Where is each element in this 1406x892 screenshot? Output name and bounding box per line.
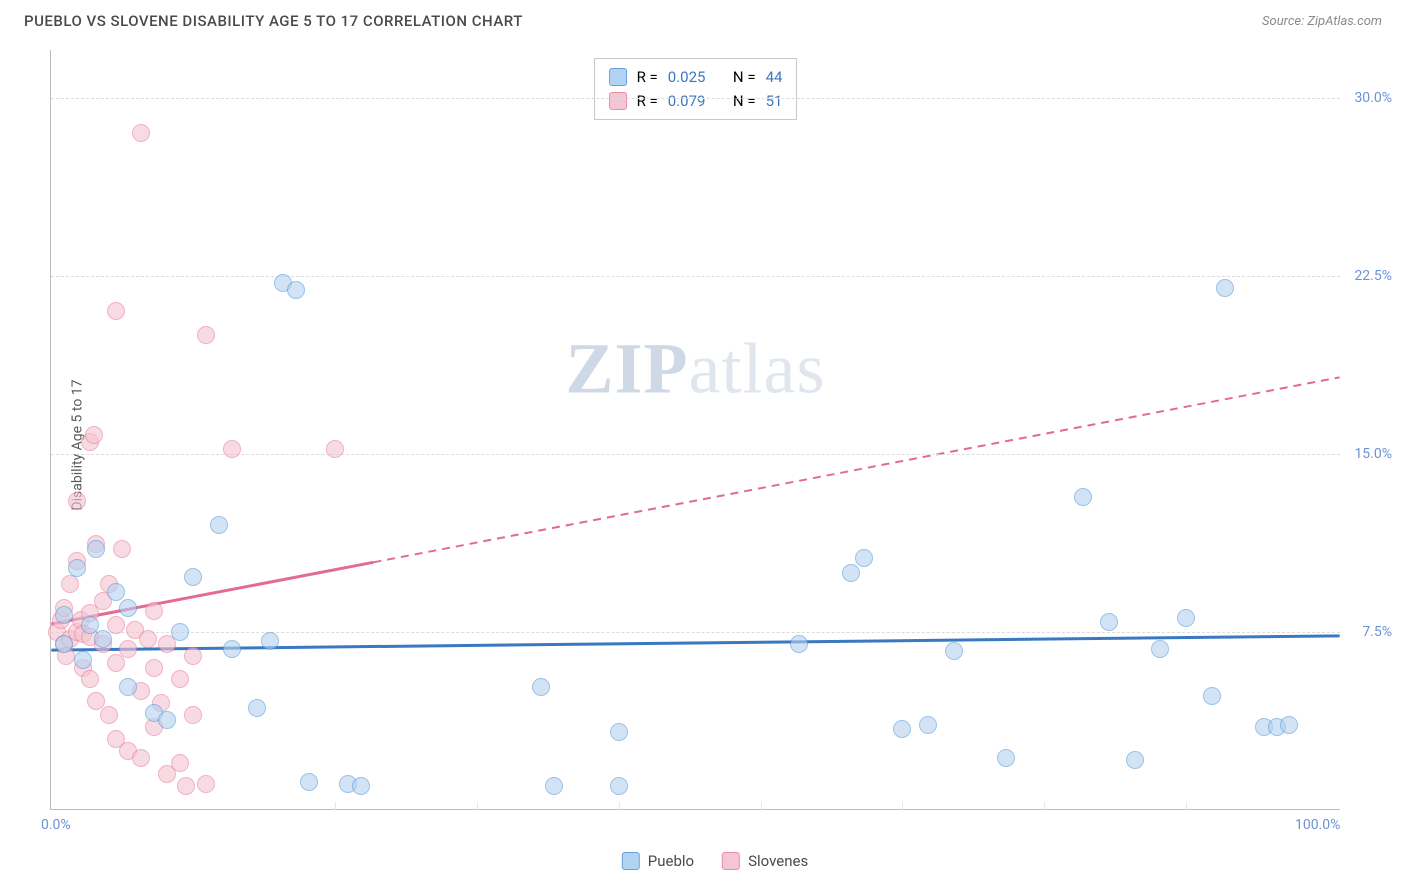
trend-lines [51,50,1340,809]
swatch-slovenes-icon [722,852,740,870]
x-minor-tick [902,802,903,810]
data-point-pueblo[interactable] [223,640,241,658]
data-point-pueblo[interactable] [55,606,73,624]
data-point-slovenes[interactable] [85,426,103,444]
data-point-pueblo[interactable] [855,549,873,567]
gridline-h [51,454,1340,455]
r-value-pueblo[interactable]: 0.025 [668,65,706,89]
data-point-pueblo[interactable] [94,630,112,648]
data-point-slovenes[interactable] [113,540,131,558]
data-point-pueblo[interactable] [248,699,266,717]
data-point-pueblo[interactable] [1216,279,1234,297]
data-point-pueblo[interactable] [107,583,125,601]
data-point-slovenes[interactable] [132,124,150,142]
data-point-pueblo[interactable] [352,777,370,795]
data-point-slovenes[interactable] [68,492,86,510]
chart-container: Disability Age 5 to 17 ZIPatlas R = 0.02… [50,50,1380,840]
data-point-pueblo[interactable] [945,642,963,660]
data-point-pueblo[interactable] [842,564,860,582]
y-tick-label: 30.0% [1354,90,1392,106]
y-tick-label: 22.5% [1354,268,1392,284]
x-tick-label: 100.0% [1295,817,1340,833]
data-point-pueblo[interactable] [287,281,305,299]
gridline-h [51,98,1340,99]
y-tick-label: 7.5% [1362,624,1392,640]
data-point-pueblo[interactable] [919,716,937,734]
data-point-slovenes[interactable] [132,749,150,767]
y-tick-label: 15.0% [1354,446,1392,462]
x-minor-tick [1044,802,1045,810]
data-point-pueblo[interactable] [1280,716,1298,734]
swatch-pueblo [609,68,627,86]
watermark: ZIPatlas [566,327,826,410]
data-point-slovenes[interactable] [81,670,99,688]
data-point-pueblo[interactable] [1151,640,1169,658]
x-minor-tick [477,802,478,810]
data-point-pueblo[interactable] [74,651,92,669]
chart-title: PUEBLO VS SLOVENE DISABILITY AGE 5 TO 17… [24,12,523,30]
data-point-pueblo[interactable] [532,678,550,696]
data-point-slovenes[interactable] [145,602,163,620]
x-minor-tick [761,802,762,810]
stats-row-pueblo: R = 0.025 N = 44 [609,65,783,89]
data-point-pueblo[interactable] [55,635,73,653]
data-point-pueblo[interactable] [87,540,105,558]
r-value-slovenes[interactable]: 0.079 [668,89,706,113]
data-point-pueblo[interactable] [1100,613,1118,631]
data-point-slovenes[interactable] [107,616,125,634]
data-point-slovenes[interactable] [107,302,125,320]
gridline-h [51,632,1340,633]
data-point-slovenes[interactable] [177,777,195,795]
data-point-slovenes[interactable] [139,630,157,648]
data-point-pueblo[interactable] [893,720,911,738]
data-point-slovenes[interactable] [171,670,189,688]
n-value-slovenes[interactable]: 51 [766,89,783,113]
x-minor-tick [1186,802,1187,810]
data-point-slovenes[interactable] [326,440,344,458]
data-point-pueblo[interactable] [610,777,628,795]
data-point-pueblo[interactable] [610,723,628,741]
data-point-pueblo[interactable] [1203,687,1221,705]
data-point-pueblo[interactable] [1126,751,1144,769]
data-point-pueblo[interactable] [210,516,228,534]
data-point-slovenes[interactable] [171,754,189,772]
legend-item-slovenes[interactable]: Slovenes [722,852,808,870]
data-point-slovenes[interactable] [145,659,163,677]
data-point-pueblo[interactable] [1177,609,1195,627]
data-point-pueblo[interactable] [997,749,1015,767]
data-point-pueblo[interactable] [171,623,189,641]
data-point-pueblo[interactable] [158,711,176,729]
n-value-pueblo[interactable]: 44 [766,65,783,89]
swatch-slovenes [609,92,627,110]
data-point-pueblo[interactable] [300,773,318,791]
legend: Pueblo Slovenes [622,852,808,870]
data-point-pueblo[interactable] [1074,488,1092,506]
data-point-slovenes[interactable] [107,654,125,672]
data-point-slovenes[interactable] [184,706,202,724]
data-point-pueblo[interactable] [119,678,137,696]
data-point-pueblo[interactable] [68,559,86,577]
data-point-slovenes[interactable] [61,575,79,593]
x-tick-label: 0.0% [41,817,71,833]
gridline-h [51,276,1340,277]
data-point-pueblo[interactable] [790,635,808,653]
swatch-pueblo-icon [622,852,640,870]
scatter-plot-area: ZIPatlas R = 0.025 N = 44 R = 0.079 N = … [50,50,1340,810]
stats-row-slovenes: R = 0.079 N = 51 [609,89,783,113]
data-point-pueblo[interactable] [119,599,137,617]
data-point-slovenes[interactable] [223,440,241,458]
data-point-slovenes[interactable] [119,640,137,658]
data-point-pueblo[interactable] [545,777,563,795]
correlation-stats-box: R = 0.025 N = 44 R = 0.079 N = 51 [594,58,798,120]
data-point-slovenes[interactable] [197,775,215,793]
source-attribution: Source: ZipAtlas.com [1262,14,1382,29]
legend-item-pueblo[interactable]: Pueblo [622,852,694,870]
data-point-slovenes[interactable] [197,326,215,344]
x-minor-tick [619,802,620,810]
data-point-pueblo[interactable] [261,632,279,650]
x-minor-tick [335,802,336,810]
data-point-pueblo[interactable] [184,568,202,586]
data-point-slovenes[interactable] [184,647,202,665]
data-point-slovenes[interactable] [100,706,118,724]
